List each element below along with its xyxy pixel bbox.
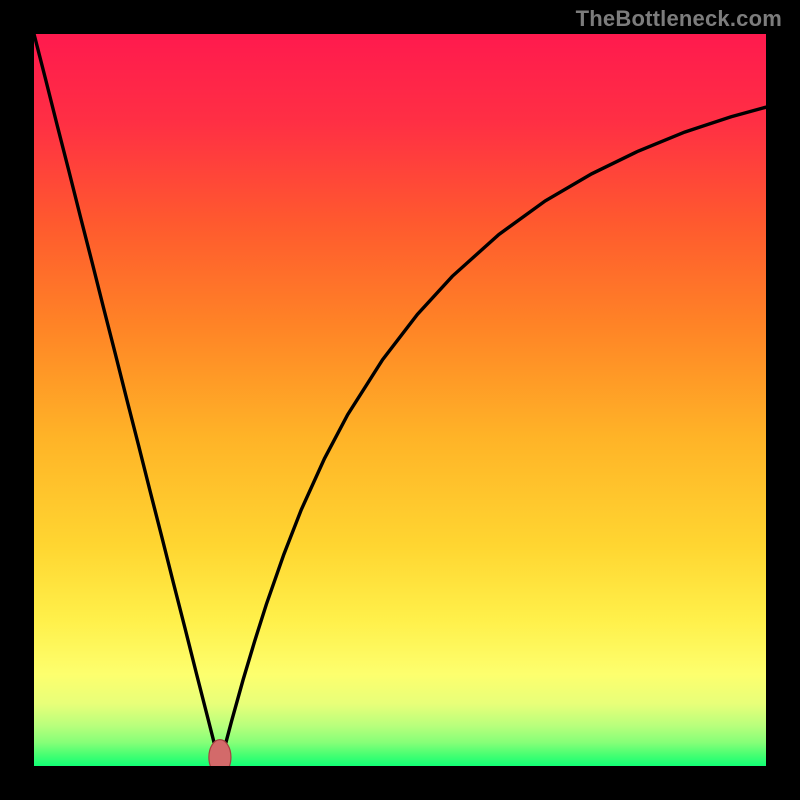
cusp-marker	[209, 740, 231, 766]
chart-frame: TheBottleneck.com	[0, 0, 800, 800]
chart-svg	[34, 34, 766, 766]
watermark-text: TheBottleneck.com	[576, 6, 782, 32]
plot-area	[34, 34, 766, 766]
